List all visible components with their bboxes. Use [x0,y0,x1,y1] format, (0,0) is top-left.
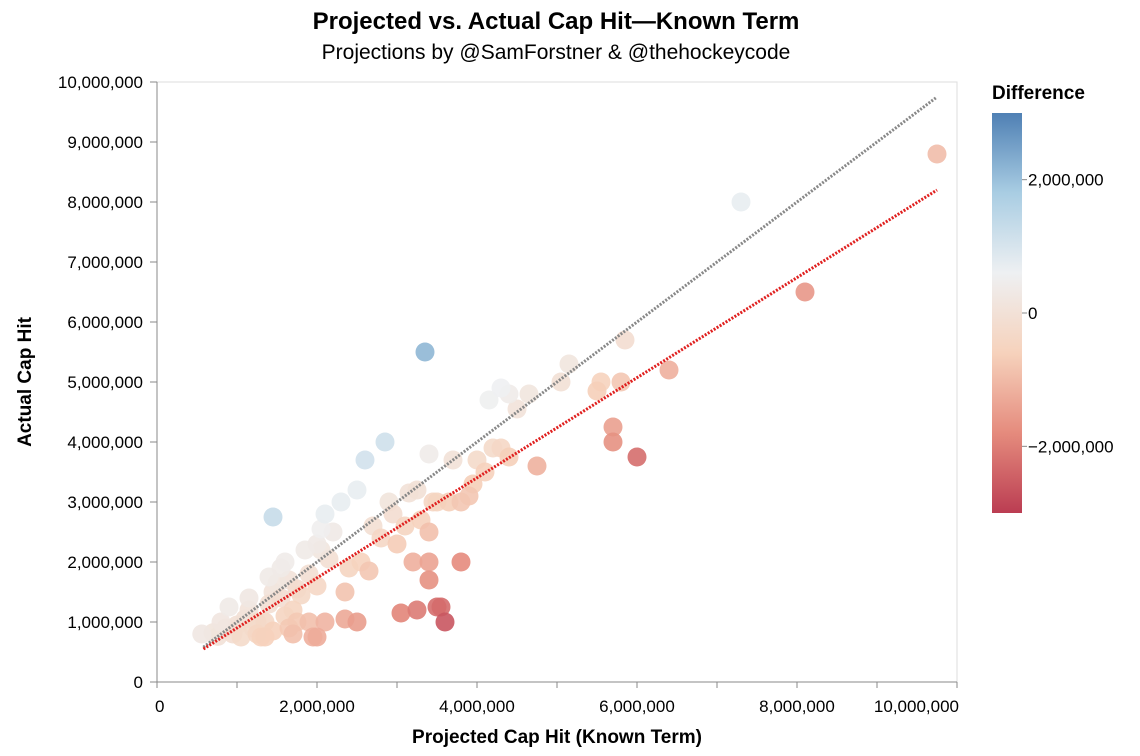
data-point [479,390,499,410]
data-point [391,603,411,623]
data-point [451,552,471,572]
x-axis-ticks: 0 2,000,000 4,000,000 6,000,000 8,000,000 10,… [155,682,959,716]
color-legend: Difference 2,000,000 0 −2,000,000 [992,83,1114,513]
legend-tick-label: −2,000,000 [1028,437,1114,456]
data-point [407,480,427,500]
y-tick-label: 3,000,000 [67,493,143,512]
data-point [927,144,947,164]
y-axis-ticks: 0 1,000,000 2,000,000 3,000,000 4,000,000 5,0… [58,73,157,692]
x-tick-label: 4,000,000 [439,697,515,716]
data-point [271,588,291,608]
data-point [415,342,435,362]
chart-subtitle: Projections by @SamForstner & @thehockey… [322,41,791,64]
data-point [315,612,335,632]
data-point [307,627,327,647]
data-point [407,600,427,620]
y-tick-label: 5,000,000 [67,373,143,392]
data-point [587,381,607,401]
data-point [611,372,631,392]
data-point [795,282,815,302]
data-point [627,447,647,467]
data-point [519,384,539,404]
data-point [192,624,212,644]
data-point [527,456,547,476]
y-tick-label: 0 [134,673,143,692]
data-point [419,570,439,590]
data-point [239,588,259,608]
y-tick-label: 4,000,000 [67,433,143,452]
trend-line [202,188,938,651]
data-point [355,450,375,470]
y-tick-label: 8,000,000 [67,193,143,212]
reference-lines [202,95,938,651]
data-point [419,552,439,572]
x-tick-label: 2,000,000 [279,697,355,716]
data-point [383,504,403,524]
x-axis-title: Projected Cap Hit (Known Term) [412,727,702,748]
data-point [603,432,623,452]
data-point [347,480,367,500]
y-tick-label: 1,000,000 [67,613,143,632]
data-point [347,612,367,632]
data-point [419,444,439,464]
y-axis-title: Actual Cap Hit [15,316,36,447]
data-point [507,399,527,419]
x-tick-label: 0 [155,697,164,716]
data-point [307,576,327,596]
data-point [559,354,579,374]
data-point [263,507,283,527]
data-point [255,627,275,647]
y-tick-label: 9,000,000 [67,133,143,152]
legend-tick-label: 2,000,000 [1028,171,1104,190]
legend-tick-label: 0 [1028,304,1037,323]
identity-line [202,95,938,649]
data-point [431,597,451,617]
legend-title: Difference [992,83,1085,104]
data-point [275,552,295,572]
data-point [603,417,623,437]
data-point [459,486,479,506]
x-tick-label: 10,000,000 [874,697,959,716]
data-point [551,372,571,392]
data-point [491,378,511,398]
chart-title: Projected vs. Actual Cap Hit—Known Term [313,8,800,35]
data-point [615,330,635,350]
data-point [335,582,355,602]
data-point [371,528,391,548]
points-layer [192,144,947,647]
data-point [403,552,423,572]
x-tick-label: 8,000,000 [759,697,835,716]
data-point [731,192,751,212]
y-tick-label: 6,000,000 [67,313,143,332]
data-point [359,561,379,581]
data-point [283,624,303,644]
x-tick-label: 6,000,000 [599,697,675,716]
legend-color-bar [992,113,1022,513]
data-point [219,597,239,617]
data-point [659,360,679,380]
data-point [211,612,231,632]
data-point [419,522,439,542]
y-tick-label: 2,000,000 [67,553,143,572]
legend-ticks: 2,000,000 0 −2,000,000 [1022,171,1114,456]
data-point [435,612,455,632]
data-point [295,540,315,560]
data-point [299,612,319,632]
data-point [315,504,335,524]
data-point [387,534,407,554]
data-point [331,492,351,512]
y-tick-label: 7,000,000 [67,253,143,272]
y-tick-label: 10,000,000 [58,73,143,92]
data-point [375,432,395,452]
data-point [311,519,331,539]
